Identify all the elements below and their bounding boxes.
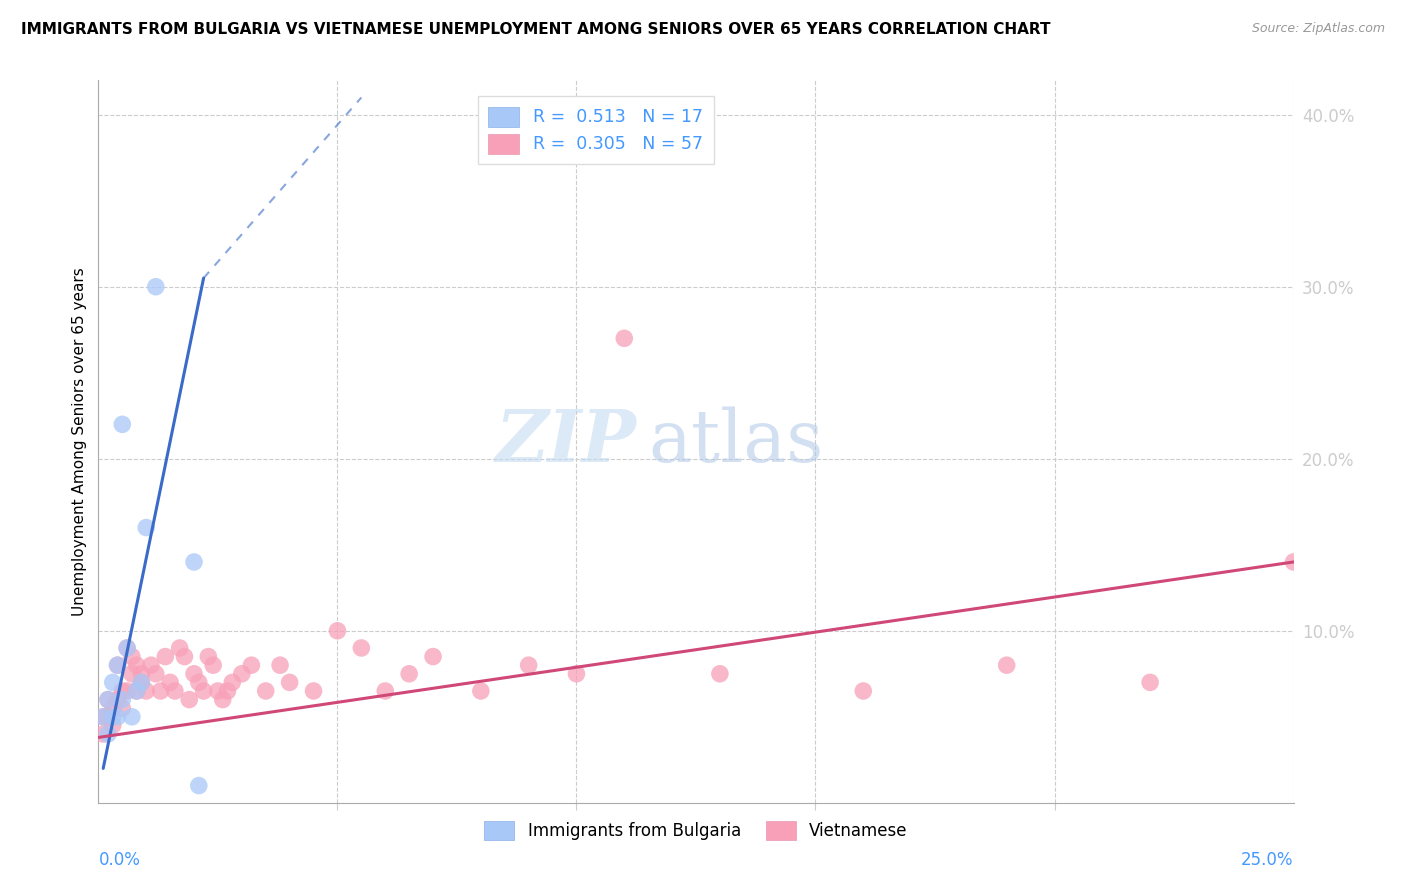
Point: [107, 692, 129, 706]
Point: [217, 684, 239, 698]
Point: [155, 649, 177, 664]
Point: [1139, 675, 1161, 690]
Point: [613, 331, 636, 345]
Point: [115, 684, 138, 698]
Point: [101, 710, 124, 724]
Point: [278, 675, 301, 690]
Point: [135, 520, 157, 534]
Point: [111, 701, 134, 715]
Point: [131, 675, 153, 690]
Point: [121, 666, 143, 681]
Point: [111, 692, 134, 706]
Point: [254, 684, 277, 698]
Point: [131, 675, 153, 690]
Point: [125, 684, 148, 698]
Point: [115, 640, 138, 655]
Point: [269, 658, 291, 673]
Point: [240, 658, 263, 673]
Point: [131, 666, 153, 681]
Point: [139, 658, 162, 673]
Point: [169, 640, 191, 655]
Point: [193, 684, 215, 698]
Point: [302, 684, 325, 698]
Point: [852, 684, 875, 698]
Text: atlas: atlas: [648, 406, 824, 477]
Point: [470, 684, 492, 698]
Point: [145, 279, 167, 293]
Point: [565, 666, 588, 681]
Point: [517, 658, 540, 673]
Point: [101, 675, 124, 690]
Point: [91, 710, 114, 724]
Point: [111, 417, 134, 432]
Point: [179, 692, 201, 706]
Point: [97, 710, 120, 724]
Point: [350, 640, 373, 655]
Point: [101, 718, 124, 732]
Point: [326, 624, 349, 638]
Point: [709, 666, 731, 681]
Point: [107, 710, 129, 724]
Point: [221, 675, 243, 690]
Point: [374, 684, 396, 698]
Point: [422, 649, 444, 664]
Point: [211, 692, 233, 706]
Point: [173, 649, 195, 664]
Point: [187, 675, 209, 690]
Point: [135, 684, 157, 698]
Point: [1282, 555, 1305, 569]
Text: ZIP: ZIP: [495, 406, 637, 477]
Point: [91, 710, 114, 724]
Point: [159, 675, 181, 690]
Text: Source: ZipAtlas.com: Source: ZipAtlas.com: [1251, 22, 1385, 36]
Text: 0.0%: 0.0%: [98, 851, 141, 869]
Point: [202, 658, 225, 673]
Point: [107, 658, 129, 673]
Y-axis label: Unemployment Among Seniors over 65 years: Unemployment Among Seniors over 65 years: [72, 268, 87, 615]
Point: [207, 684, 229, 698]
Point: [91, 727, 114, 741]
Point: [101, 701, 124, 715]
Point: [97, 727, 120, 741]
Point: [97, 692, 120, 706]
Point: [398, 666, 420, 681]
Point: [183, 555, 205, 569]
Point: [125, 658, 148, 673]
Point: [183, 666, 205, 681]
Point: [115, 640, 138, 655]
Point: [163, 684, 186, 698]
Point: [145, 666, 167, 681]
Point: [231, 666, 253, 681]
Point: [107, 658, 129, 673]
Point: [125, 684, 148, 698]
Point: [187, 779, 209, 793]
Point: [121, 649, 143, 664]
Point: [197, 649, 219, 664]
Text: 25.0%: 25.0%: [1241, 851, 1294, 869]
Legend: Immigrants from Bulgaria, Vietnamese: Immigrants from Bulgaria, Vietnamese: [475, 813, 917, 848]
Point: [995, 658, 1018, 673]
Text: IMMIGRANTS FROM BULGARIA VS VIETNAMESE UNEMPLOYMENT AMONG SENIORS OVER 65 YEARS : IMMIGRANTS FROM BULGARIA VS VIETNAMESE U…: [21, 22, 1050, 37]
Point: [97, 692, 120, 706]
Point: [149, 684, 172, 698]
Point: [121, 710, 143, 724]
Point: [111, 684, 134, 698]
